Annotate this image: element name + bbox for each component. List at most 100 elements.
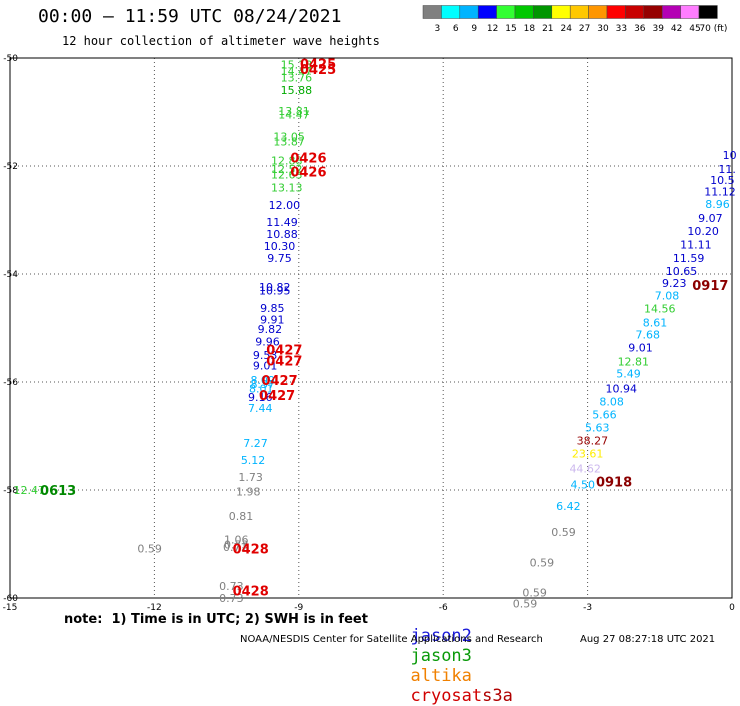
pass-time-label: 0427 — [266, 344, 302, 359]
plot-frame — [9, 57, 733, 599]
wave-height-label: 15.18 — [281, 58, 313, 71]
wave-height-label: 13.87 — [273, 136, 305, 149]
wave-height-label: 8.37 — [250, 378, 275, 391]
chart-title: 00:00 – 11:59 UTC 08/24/2021 — [38, 6, 342, 27]
timestamp: Aug 27 08:27:18 UTC 2021 — [580, 634, 716, 645]
wave-height-label: 12.63 — [271, 169, 303, 182]
colorbar-label: 27 — [579, 24, 590, 33]
x-tick-label: -15 — [3, 603, 18, 613]
colorbar-label: 30 — [597, 24, 609, 33]
legend-cryosat: cryosat — [410, 686, 483, 706]
wave-height-label: 9.01 — [253, 359, 278, 372]
wave-height-label: 7.68 — [636, 328, 661, 341]
wave-height-label: 4.50 — [571, 479, 596, 492]
y-tick-label: -58 — [3, 486, 18, 496]
wave-height-label: 14.47 — [278, 109, 310, 122]
wave-height-label: 9.96 — [255, 336, 280, 349]
wave-height-label: 38.27 — [577, 434, 609, 447]
colorbar-label: 3 — [435, 24, 441, 33]
colorbar-label: 33 — [616, 24, 627, 33]
wave-height-label: 8.08 — [599, 395, 624, 408]
wave-height-label: 44.62 — [569, 462, 601, 475]
wave-height-label: 23.61 — [572, 447, 604, 460]
wave-height-label: 9.82 — [258, 323, 283, 336]
pass-time-label: 0427 — [266, 354, 302, 369]
wave-height-label: 15.88 — [281, 84, 313, 97]
x-tick-label: -9 — [294, 603, 303, 613]
wave-height-label: 0.71 — [223, 541, 248, 554]
wave-height-label: 8.61 — [643, 317, 668, 330]
colorbar-label: 42 — [671, 24, 682, 33]
wave-height-label: 0.59 — [551, 526, 576, 539]
wave-height-label: 12.81 — [618, 355, 650, 368]
wave-height-label: 9.85 — [260, 302, 285, 315]
colorbar-label: 36 — [634, 24, 646, 33]
colorbar-label: 70 (ft) — [699, 24, 727, 33]
wave-height-label: 13.81 — [278, 105, 310, 118]
wave-height-label: 10.95 — [259, 285, 291, 298]
wave-height-label: 5.66 — [592, 408, 617, 421]
wave-height-label: 10.30 — [264, 240, 296, 253]
wave-height-label: 5.49 — [616, 367, 641, 380]
wave-height-label: 8.09 — [250, 374, 275, 387]
wave-height-label: 7.08 — [655, 290, 680, 303]
wave-height-label: 6.42 — [556, 500, 581, 513]
wave-height-label: 10.82 — [259, 281, 291, 294]
chart-subtitle: 12 hour collection of altimeter wave hei… — [62, 34, 380, 48]
wave-height-label: 9.53 — [253, 349, 278, 362]
y-tick-label: -52 — [3, 162, 18, 172]
plot-area: -15 -12 -9 -6 -3 0 -50 -52 -54 -56 -58 -60 15.18 14.4… — [3, 54, 737, 613]
colorbar-label: 39 — [652, 24, 664, 33]
pass-time-label: 0427 — [261, 374, 297, 389]
x-tick-label: -6 — [439, 603, 448, 613]
y-tick-label: -50 — [3, 54, 18, 64]
wave-height-label: 12.00 — [269, 199, 301, 212]
colorbar-label: 12 — [487, 24, 498, 33]
wave-height-label: 7.44 — [248, 402, 273, 415]
colorbar-swatch — [698, 5, 718, 19]
wave-height-label: 10.88 — [266, 228, 298, 241]
pass-time-label: 0427 — [259, 389, 295, 404]
y-tick-label: -60 — [3, 594, 18, 604]
wave-height-label: 0.59 — [530, 556, 555, 569]
colorbar-label: 45 — [689, 24, 700, 33]
wave-height-label: 0.73 — [224, 539, 249, 552]
wave-height-label: 1.98 — [236, 486, 261, 499]
y-tick-label: -54 — [3, 270, 18, 280]
legend-s3a: s3a — [482, 686, 513, 706]
wave-height-label: 11.12 — [704, 185, 736, 198]
wave-height-label: 0.59 — [137, 542, 162, 555]
wave-height-label: 0.73 — [219, 580, 244, 593]
pass-time-label: 0425 — [300, 63, 336, 78]
x-tick-label: 0 — [729, 603, 735, 613]
colorbar-label: 24 — [560, 24, 572, 33]
wave-height-label: 0.59 — [522, 587, 547, 600]
pass-time-label: 0613 — [40, 484, 76, 499]
wave-height-label: 10 — [723, 149, 737, 162]
wave-height-label: 5.12 — [241, 454, 266, 467]
wave-height-label: 9.23 — [662, 277, 687, 290]
wave-height-label: 12.88 — [271, 155, 303, 168]
legend-altika: altika — [410, 666, 472, 686]
footer-note: note: 1) Time is in UTC; 2) SWH is in fe… — [64, 612, 368, 627]
colorbar-label: 21 — [542, 24, 553, 33]
pass-time-label: 0426 — [290, 151, 326, 166]
wave-height-label: 11.59 — [673, 252, 705, 265]
x-tick-label: -12 — [147, 603, 162, 613]
credit-line: NOAA/NESDIS Center for Satellite Applica… — [240, 634, 543, 645]
wave-height-label: 11. — [718, 163, 736, 176]
wave-height-label: 12.47 — [14, 484, 46, 497]
wave-height-label: 9.75 — [267, 252, 292, 265]
wave-height-label: 9.01 — [628, 341, 653, 354]
wave-height-label: 1.73 — [238, 471, 263, 484]
wave-height-label: 10.5 — [710, 174, 735, 187]
pass-time-label: 0428 — [233, 584, 269, 599]
wave-height-label: 11.49 — [266, 216, 298, 229]
colorbar-label: 15 — [505, 24, 516, 33]
pass-time-label: 0917 — [692, 279, 728, 294]
x-tick-label: -3 — [583, 603, 592, 613]
pass-time-label: 0918 — [596, 475, 632, 490]
y-tick-label: -56 — [3, 378, 18, 388]
wave-height-label: 9.07 — [698, 212, 723, 225]
wave-height-label: 8.01 — [249, 382, 274, 395]
